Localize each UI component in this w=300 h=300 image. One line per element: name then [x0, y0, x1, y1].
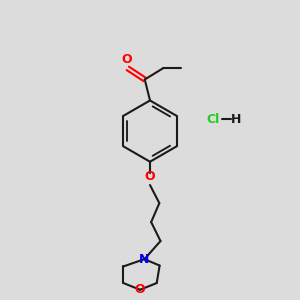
Text: H: H: [231, 113, 241, 126]
Text: O: O: [121, 53, 132, 66]
Text: O: O: [135, 283, 146, 296]
Text: O: O: [145, 170, 155, 183]
Text: N: N: [139, 253, 150, 266]
Text: Cl: Cl: [206, 113, 219, 126]
